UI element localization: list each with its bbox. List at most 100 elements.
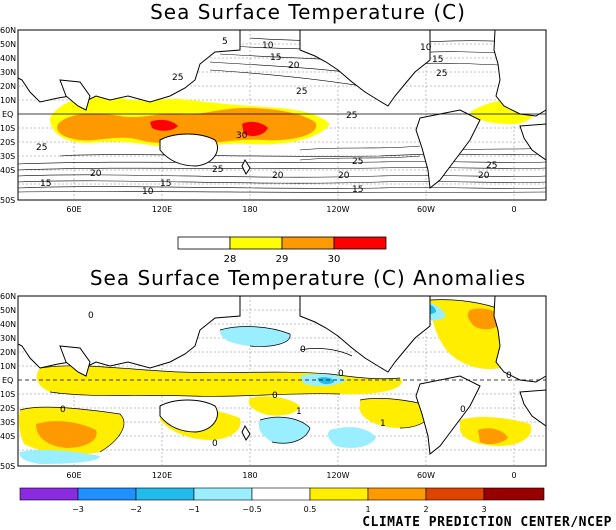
svg-text:50N: 50N xyxy=(0,306,16,315)
svg-text:25: 25 xyxy=(486,161,497,171)
svg-text:50S: 50S xyxy=(0,462,15,471)
svg-text:10S: 10S xyxy=(0,124,15,133)
anomaly-colorbar-bin-2 xyxy=(77,487,137,501)
svg-text:10: 10 xyxy=(262,41,274,51)
svg-text:60W: 60W xyxy=(417,471,435,480)
svg-text:15: 15 xyxy=(432,55,443,65)
svg-text:60E: 60E xyxy=(66,471,81,480)
sst-colorbar-bin-white xyxy=(177,236,231,250)
svg-text:29: 29 xyxy=(276,254,289,265)
sst-colorbar-bin-orange xyxy=(281,236,335,250)
anomaly-colorbar-bin-9 xyxy=(483,487,545,501)
svg-text:40N: 40N xyxy=(0,320,16,329)
svg-text:15: 15 xyxy=(40,179,51,189)
svg-text:−2: −2 xyxy=(130,505,142,514)
svg-text:40S: 40S xyxy=(0,166,15,175)
anomaly-colorbar-bin-4 xyxy=(193,487,253,501)
sst-anomaly-map: 0 0 0 0 1 0 0 0 1 0 60N 50N 40N 30N 20N … xyxy=(0,292,547,514)
svg-text:2: 2 xyxy=(423,505,428,514)
svg-text:25: 25 xyxy=(352,157,363,167)
sst-colorbar-bin-red xyxy=(333,236,387,250)
svg-text:20: 20 xyxy=(338,171,350,181)
sst-colorbar: 28 29 30 xyxy=(177,236,387,265)
svg-text:30S: 30S xyxy=(0,152,15,161)
svg-text:5: 5 xyxy=(222,37,228,47)
svg-text:0: 0 xyxy=(300,345,306,355)
svg-text:50S: 50S xyxy=(0,196,15,205)
svg-text:15: 15 xyxy=(352,185,363,195)
svg-text:180: 180 xyxy=(242,471,257,480)
svg-text:15: 15 xyxy=(160,179,171,189)
svg-text:−1: −1 xyxy=(188,505,200,514)
svg-text:15: 15 xyxy=(270,53,281,63)
sst-lon-labels: 60E 120E 180 120W 60W 0 xyxy=(66,205,516,214)
svg-text:20N: 20N xyxy=(0,348,16,357)
svg-text:EQ: EQ xyxy=(2,110,13,119)
svg-text:30N: 30N xyxy=(0,68,16,77)
svg-text:0: 0 xyxy=(506,371,512,381)
svg-text:10N: 10N xyxy=(0,96,16,105)
svg-text:−0.5: −0.5 xyxy=(242,505,261,514)
svg-text:−3: −3 xyxy=(72,505,84,514)
svg-text:20: 20 xyxy=(288,61,300,71)
svg-text:25: 25 xyxy=(36,143,47,153)
svg-text:120W: 120W xyxy=(326,471,349,480)
anomaly-colorbar: −3 −2 −1 −0.5 0.5 1 2 3 xyxy=(19,487,545,514)
svg-text:1: 1 xyxy=(365,505,370,514)
anomaly-colorbar-bin-7 xyxy=(367,487,427,501)
svg-text:120E: 120E xyxy=(152,471,172,480)
anomaly-colorbar-bin-1 xyxy=(19,487,79,501)
sst-anomaly-map-title: Sea Surface Temperature (C) Anomalies xyxy=(89,266,527,290)
anomaly-continents xyxy=(17,295,547,455)
svg-text:0: 0 xyxy=(212,439,218,449)
svg-text:180: 180 xyxy=(242,205,257,214)
svg-text:60E: 60E xyxy=(66,205,81,214)
svg-text:60N: 60N xyxy=(0,26,16,35)
svg-text:25: 25 xyxy=(172,73,183,83)
svg-text:40N: 40N xyxy=(0,54,16,63)
svg-text:0: 0 xyxy=(338,369,344,379)
svg-text:25: 25 xyxy=(296,87,307,97)
svg-text:0: 0 xyxy=(272,391,278,401)
svg-text:0: 0 xyxy=(88,311,94,321)
svg-text:10: 10 xyxy=(420,43,432,53)
svg-text:0: 0 xyxy=(60,405,66,415)
sst-contour-labels: 5 10 15 20 25 25 25 30 25 20 25 20 15 10… xyxy=(36,37,497,197)
sst-30-region-indonesia xyxy=(150,119,178,131)
svg-text:0: 0 xyxy=(511,205,516,214)
credit-text: CLIMATE PREDICTION CENTER/NCEP xyxy=(362,515,612,530)
svg-text:0: 0 xyxy=(460,405,466,415)
svg-text:30: 30 xyxy=(328,254,341,265)
svg-text:50N: 50N xyxy=(0,40,16,49)
svg-text:20S: 20S xyxy=(0,404,15,413)
svg-text:20: 20 xyxy=(478,171,490,181)
anomaly-colorbar-bin-8 xyxy=(425,487,485,501)
svg-text:60W: 60W xyxy=(417,205,435,214)
sst-map: 5 10 15 20 25 25 25 30 25 20 25 20 15 10… xyxy=(0,26,547,265)
svg-text:20S: 20S xyxy=(0,138,15,147)
svg-text:28: 28 xyxy=(224,254,237,265)
svg-text:25: 25 xyxy=(346,111,357,121)
anomaly-colorbar-bin-6 xyxy=(309,487,369,501)
anomaly-lat-labels: 60N 50N 40N 30N 20N 10N EQ 10S 20S 30S 4… xyxy=(0,292,16,471)
svg-text:120E: 120E xyxy=(152,205,172,214)
sst-map-title: Sea Surface Temperature (C) xyxy=(150,0,466,24)
svg-text:20: 20 xyxy=(272,171,284,181)
anomaly-colorbar-ticks: −3 −2 −1 −0.5 0.5 1 2 3 xyxy=(72,505,486,514)
anomaly-contour-labels: 0 0 0 0 1 0 0 0 1 0 xyxy=(60,311,512,449)
svg-text:1: 1 xyxy=(380,419,386,429)
svg-text:60N: 60N xyxy=(0,292,16,301)
anomaly-lon-labels: 60E 120E 180 120W 60W 0 xyxy=(66,471,516,480)
svg-text:20N: 20N xyxy=(0,82,16,91)
sst-30-region xyxy=(242,121,268,136)
anomaly-colorbar-bin-3 xyxy=(135,487,195,501)
svg-text:1: 1 xyxy=(296,407,302,417)
svg-text:25: 25 xyxy=(436,69,447,79)
svg-text:10N: 10N xyxy=(0,362,16,371)
svg-text:0: 0 xyxy=(511,471,516,480)
sst-continents xyxy=(17,29,547,189)
svg-text:10: 10 xyxy=(142,187,154,197)
sst-colorbar-bin-yellow xyxy=(229,236,283,250)
svg-text:25: 25 xyxy=(212,165,223,175)
